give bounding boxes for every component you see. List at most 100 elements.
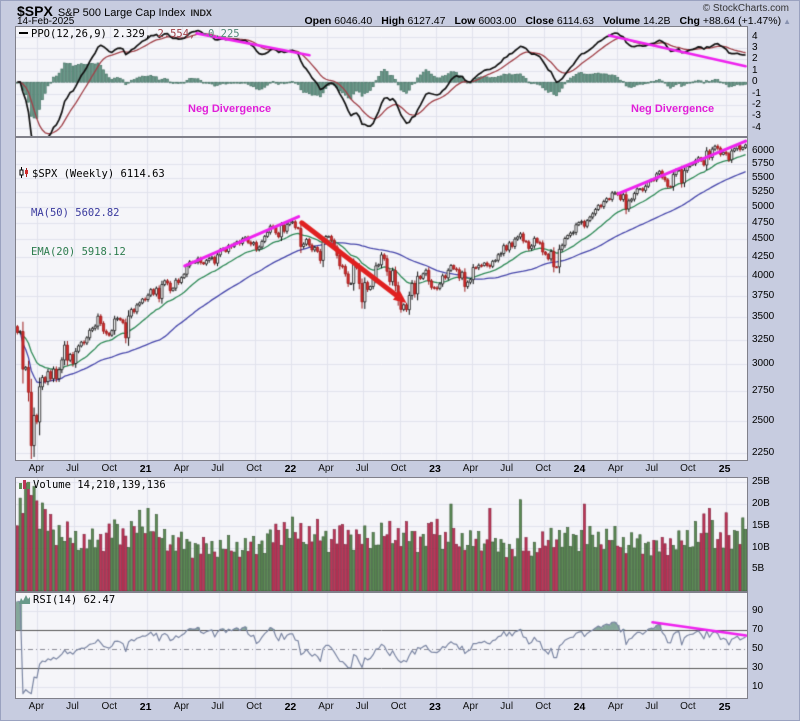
y-axis-labels: 6000 5750 5500 5250 5000 4750 4500 4250 4000 3750… <box>752 1 798 720</box>
x-tick-label: Oct <box>680 701 696 712</box>
rsi-panel <box>15 592 748 699</box>
x-tick-label: 23 <box>429 701 441 713</box>
volume-legend: Volume 14,210,139,136 <box>19 479 166 492</box>
y-tick-label: 25B <box>752 476 770 488</box>
ppo-canvas <box>16 27 747 136</box>
quote-label: Low <box>454 15 476 27</box>
rsi-area-icon <box>19 595 30 604</box>
x-tick-label: Jul <box>211 701 224 712</box>
quote-label: Chg <box>679 15 700 27</box>
x-tick-label: Oct <box>680 463 696 474</box>
y-tick-label: 20B <box>752 498 770 510</box>
x-tick-label: 25 <box>718 463 731 475</box>
x-tick-label: Oct <box>390 701 407 712</box>
ema20-legend: EMA(20) 5918.12 <box>31 246 126 258</box>
volume-panel <box>15 477 748 592</box>
price-canvas <box>16 138 747 460</box>
ppo-signal-value: 2.554, <box>157 28 196 40</box>
y-tick-label: 10 <box>752 680 764 692</box>
x-tick-label: 25 <box>718 701 731 713</box>
y-tick-label: -2 <box>752 98 761 110</box>
ema20-swatch <box>19 250 28 252</box>
y-tick-label: 4 <box>752 30 758 42</box>
y-tick-label: 15B <box>752 519 770 531</box>
x-tick-label: Apr <box>28 701 45 712</box>
y-tick-label: 6000 <box>752 144 775 156</box>
quote-value: 14.2B <box>640 15 671 27</box>
candlestick-icon <box>19 167 28 178</box>
x-tick-label: 22 <box>284 463 297 475</box>
y-tick-label: 30 <box>752 661 764 673</box>
quote-value: +88.64 (+1.47%) <box>699 15 782 27</box>
x-tick-label: Jul <box>355 463 369 474</box>
y-tick-label: 90 <box>752 604 764 616</box>
y-tick-label: 0 <box>752 76 758 88</box>
x-tick-label: Jul <box>645 701 659 712</box>
symbol-exchange: INDX <box>190 8 212 18</box>
y-tick-label: 3750 <box>752 289 775 301</box>
ppo-hist-value: -0.225 <box>201 28 240 40</box>
x-tick-label: Oct <box>535 701 551 712</box>
x-tick-label: Apr <box>462 463 479 474</box>
x-tick-label: Oct <box>246 463 262 474</box>
y-tick-label: 3000 <box>752 358 775 370</box>
symbol: $SPX <box>17 3 53 19</box>
x-tick-label: Oct <box>390 463 407 474</box>
x-tick-label: Oct <box>101 463 117 474</box>
x-tick-label: Oct <box>101 701 117 712</box>
quote-label: Close <box>525 15 554 27</box>
x-tick-label: Apr <box>607 463 624 474</box>
y-tick-label: 3500 <box>752 310 775 322</box>
y-tick-label: 5500 <box>752 171 775 183</box>
x-tick-label: Jul <box>355 701 369 712</box>
x-tick-label: 21 <box>139 701 152 713</box>
y-tick-label: 2250 <box>752 447 775 459</box>
price-panel <box>15 137 748 461</box>
y-tick-label: 50 <box>752 642 764 654</box>
quote-value: 6046.40 <box>331 15 373 27</box>
x-tick-label: Oct <box>246 701 262 712</box>
y-tick-label: 4500 <box>752 233 775 245</box>
quote-label: Volume <box>603 15 641 27</box>
x-tick-label: Apr <box>28 463 45 474</box>
y-tick-label: 3250 <box>752 333 775 345</box>
y-tick-label: 2500 <box>752 414 775 426</box>
x-tick-label: 22 <box>284 701 297 713</box>
x-axis: Apr Jul Oct 21 Apr Jul Oct 22 Apr Jul Oct 23 Apr Jul O… <box>15 462 748 477</box>
quote-label: Open <box>304 15 332 27</box>
y-tick-label: 4250 <box>752 251 775 263</box>
price-legend: $SPX (Weekly) 6114.63 MA(50) 5602.82 EMA… <box>19 141 165 285</box>
x-axis-bottom: Apr Jul Oct 21 Apr Jul Oct 22 Apr Jul Oct 23 Apr Jul O… <box>15 700 748 715</box>
x-tick-label: Apr <box>173 463 190 474</box>
rsi-legend: RSI(14) 62.47 <box>19 594 115 607</box>
ppo-legend-label: PPO(12,26,9) 2.329, <box>31 28 152 40</box>
ppo-panel <box>15 26 748 137</box>
x-tick-label: Jul <box>500 463 514 474</box>
y-tick-label: 4000 <box>752 269 775 281</box>
x-tick-label: Jul <box>645 463 659 474</box>
x-tick-label: 24 <box>573 701 586 713</box>
x-tick-label: Jul <box>66 701 79 712</box>
x-tick-label: Oct <box>535 463 551 474</box>
x-tick-label: Apr <box>318 701 334 712</box>
ppo-legend: PPO(12,26,9) 2.329, 2.554, -0.225 <box>19 28 240 41</box>
x-tick-label: 24 <box>573 463 586 475</box>
x-tick-label: Apr <box>462 701 479 712</box>
rsi-canvas <box>16 593 747 698</box>
y-tick-label: 5B <box>752 563 765 575</box>
x-tick-label: Jul <box>500 701 514 712</box>
x-tick-label: Jul <box>211 463 224 474</box>
quote-value: 6114.63 <box>553 15 594 27</box>
quote-value: 6003.00 <box>475 15 517 27</box>
ma50-legend: MA(50) 5602.82 <box>31 207 120 219</box>
y-tick-label: -3 <box>752 110 761 122</box>
x-tick-label: Apr <box>173 701 190 712</box>
x-tick-label: Apr <box>318 463 334 474</box>
y-tick-label: 10B <box>752 541 770 553</box>
x-tick-label: 21 <box>139 463 152 475</box>
quote-bar: Open 6046.40 High 6127.47 Low 6003.00 Close… <box>296 15 791 27</box>
y-tick-label: 2 <box>752 53 758 65</box>
neg-divergence-label-right: Neg Divergence <box>631 103 715 115</box>
copyright: © StockCharts.com <box>702 3 789 14</box>
